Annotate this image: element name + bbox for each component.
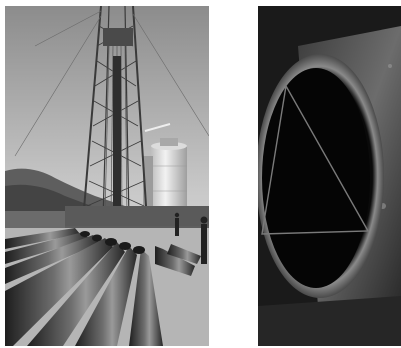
ground-dark bbox=[258, 296, 401, 346]
drilling-rig-illustration bbox=[5, 6, 209, 346]
workers bbox=[174, 212, 208, 264]
drill-string bbox=[113, 56, 121, 216]
crane-arm bbox=[144, 123, 171, 132]
pipe-end-illustration bbox=[258, 6, 401, 346]
photo-drilling-rig bbox=[5, 6, 209, 346]
triangle-marking bbox=[261, 83, 370, 235]
pipe-rack bbox=[5, 228, 201, 346]
rig-floor bbox=[65, 206, 209, 226]
photo-pipe-end-closeup bbox=[258, 6, 401, 346]
crown-block bbox=[103, 28, 133, 46]
